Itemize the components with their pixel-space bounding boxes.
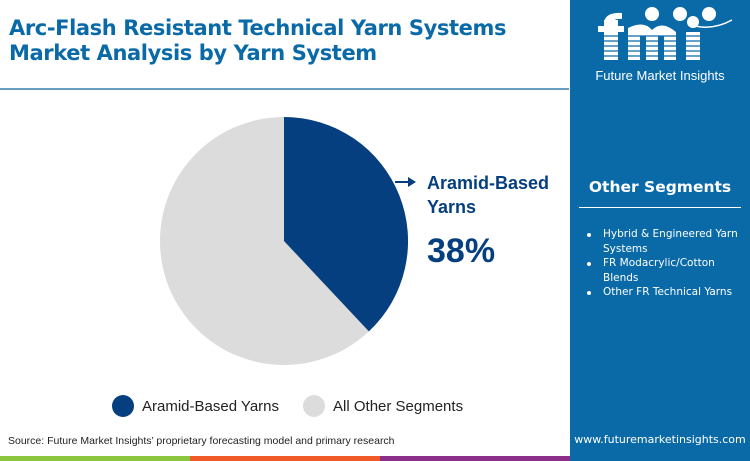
list-item: Hybrid & Engineered Yarn Systems xyxy=(584,227,746,256)
other-segments-list: Hybrid & Engineered Yarn Systems FR Moda… xyxy=(584,227,746,300)
legend-label: All Other Segments xyxy=(333,397,464,415)
pie-chart xyxy=(160,117,416,365)
website-link[interactable]: www.futuremarketinsights.com xyxy=(574,433,746,446)
legend-swatch-icon xyxy=(112,395,134,417)
footer-stripe-orange xyxy=(190,456,380,461)
chart-title: Arc-Flash Resistant Technical Yarn Syste… xyxy=(9,16,507,65)
list-item: Other FR Technical Yarns xyxy=(584,285,746,300)
logo-text: Future Market Insights xyxy=(595,68,725,83)
other-segments-title: Other Segments xyxy=(588,178,732,196)
source-note: Source: Future Market Insights’ propriet… xyxy=(8,435,395,447)
chart-legend: Aramid-Based Yarns All Other Segments xyxy=(112,395,487,417)
title-divider xyxy=(0,88,569,90)
legend-item-other: All Other Segments xyxy=(303,395,463,417)
arrow-right-icon xyxy=(395,177,416,187)
legend-label: Aramid-Based Yarns xyxy=(142,397,280,415)
legend-swatch-icon xyxy=(303,395,326,417)
fmi-logo-icon xyxy=(596,7,733,60)
pie-slice-aramid-based-yarns xyxy=(284,117,409,332)
side-panel: Future Market Insights Other Segments Hy… xyxy=(570,0,750,461)
list-item: FR Modacrylic/Cotton Blends xyxy=(584,256,746,285)
callout-percentage: 38% xyxy=(427,232,496,270)
footer-stripe-green xyxy=(0,456,190,461)
callout-label: Aramid-Based Yarns xyxy=(427,173,550,217)
legend-item-aramid: Aramid-Based Yarns xyxy=(112,395,279,417)
other-segments-divider xyxy=(579,207,741,208)
footer-stripe-purple xyxy=(380,456,570,461)
